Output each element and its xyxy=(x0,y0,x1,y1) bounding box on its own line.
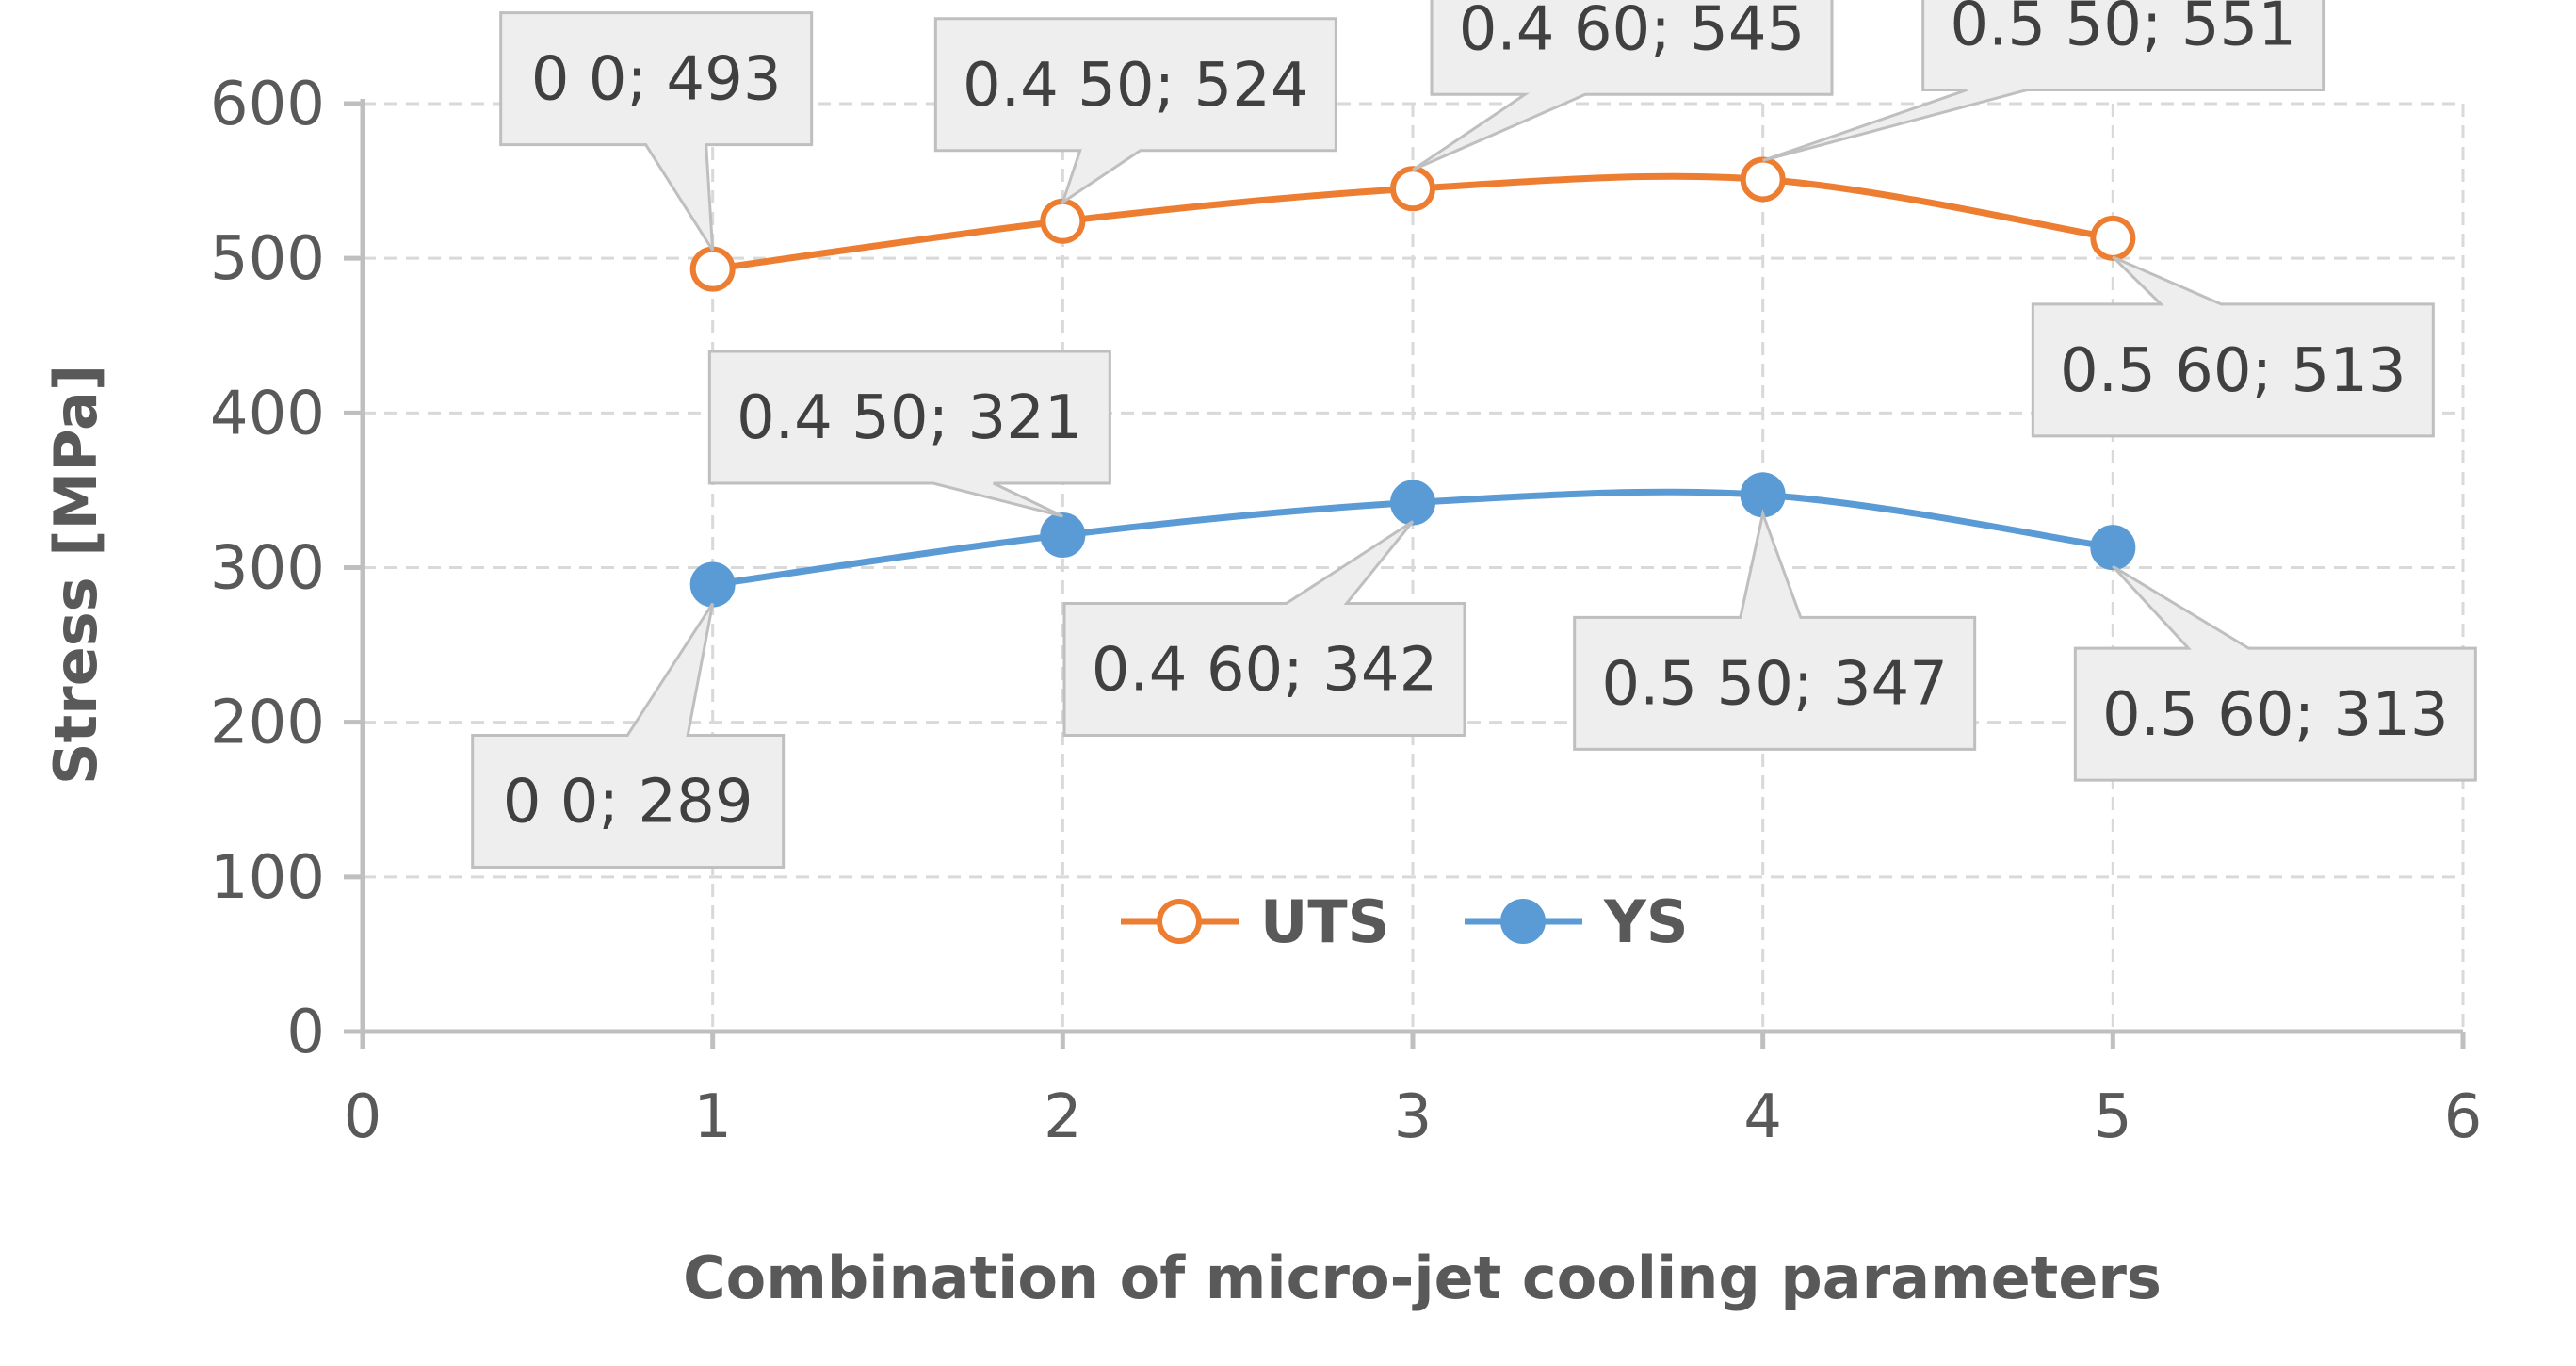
data-point-uts xyxy=(2090,215,2136,261)
data-label-text: 0 0; 289 xyxy=(503,768,753,837)
x-tick-label: 6 xyxy=(2444,1082,2483,1152)
x-tick-label: 5 xyxy=(2094,1082,2132,1152)
data-label-uts: 0.4 60; 545 xyxy=(1412,0,1834,171)
data-label-text: 0.4 50; 524 xyxy=(963,51,1309,121)
data-label-text: 0.5 50; 347 xyxy=(1601,649,1948,719)
data-label-uts: 0.5 60; 513 xyxy=(2031,255,2435,438)
data-label-ys: 0 0; 289 xyxy=(471,602,786,870)
data-label-text: 0.5 60; 313 xyxy=(2102,680,2449,750)
grid-lines xyxy=(363,102,2465,1032)
y-tick-label: 500 xyxy=(210,224,325,294)
data-label-text: 0.4 60; 342 xyxy=(1092,636,1438,706)
data-point-uts xyxy=(1740,156,1786,203)
legend-marker xyxy=(1500,899,1546,944)
legend-entry-uts: UTS xyxy=(1121,887,1389,956)
callout-box xyxy=(1573,508,1977,751)
data-point-ys xyxy=(689,561,736,608)
data-label-callouts: 0 0; 493 0.4 50; 524 0.4 60; 545 0.5 50; 55… xyxy=(471,0,2477,870)
x-axis-title: Combination of micro-jet cooling paramet… xyxy=(683,1244,2162,1312)
data-point-uts xyxy=(1040,198,1086,244)
data-point-ys xyxy=(1040,512,1086,559)
x-tick-label: 3 xyxy=(1394,1082,1433,1152)
callout-box xyxy=(1412,0,1834,171)
data-label-ys: 0.4 50; 321 xyxy=(707,350,1111,518)
callout-box xyxy=(499,11,814,252)
callout-box xyxy=(471,602,786,870)
callout-box xyxy=(2073,564,2477,782)
data-label-text: 0 0; 493 xyxy=(531,45,782,115)
data-point-uts xyxy=(1390,166,1435,212)
data-label-text: 0.4 60; 545 xyxy=(1459,0,1806,64)
callout-box xyxy=(933,17,1337,206)
legend-entry-ys: YS xyxy=(1465,887,1689,956)
data-point-uts xyxy=(689,246,736,292)
data-point-ys xyxy=(1740,472,1786,518)
data-label-uts: 0.5 50; 551 xyxy=(1762,0,2325,162)
x-tick-label: 4 xyxy=(1743,1082,1782,1152)
x-tick-label: 1 xyxy=(693,1082,732,1152)
data-label-text: 0.5 50; 551 xyxy=(1950,0,2296,59)
y-tick-label: 400 xyxy=(210,379,325,448)
data-label-text: 0.4 50; 321 xyxy=(737,383,1083,453)
data-label-uts: 0.4 50; 524 xyxy=(933,17,1337,206)
y-axis-title: Stress [MPa] xyxy=(41,365,110,785)
x-tick-label: 2 xyxy=(1044,1082,1082,1152)
y-tick-label: 600 xyxy=(210,70,325,139)
callout-box xyxy=(2031,255,2435,438)
callout-box xyxy=(707,350,1111,518)
legend-label: UTS xyxy=(1260,887,1389,956)
data-label-text: 0.5 60; 513 xyxy=(2060,336,2406,406)
data-label-ys: 0.4 60; 342 xyxy=(1062,520,1466,738)
axes: 0 100 200 300 400 500 600 0 1 2 3 4 5 6 xyxy=(210,70,2483,1152)
legend: UTS YS xyxy=(1121,887,1689,956)
y-tick-label: 0 xyxy=(286,998,325,1067)
y-tick-label: 200 xyxy=(210,689,325,758)
y-tick-label: 300 xyxy=(210,534,325,604)
data-label-ys: 0.5 60; 313 xyxy=(2073,564,2477,782)
data-point-ys xyxy=(2090,525,2136,571)
callout-box xyxy=(1062,520,1466,738)
legend-label: YS xyxy=(1603,887,1689,956)
legend-marker xyxy=(1157,899,1202,944)
data-label-uts: 0 0; 493 xyxy=(499,11,814,252)
callout-box xyxy=(1762,0,2325,162)
x-tick-label: 0 xyxy=(344,1082,382,1152)
data-point-ys xyxy=(1390,480,1435,526)
data-label-ys: 0.5 50; 347 xyxy=(1573,508,1977,751)
y-tick-label: 100 xyxy=(210,843,325,913)
